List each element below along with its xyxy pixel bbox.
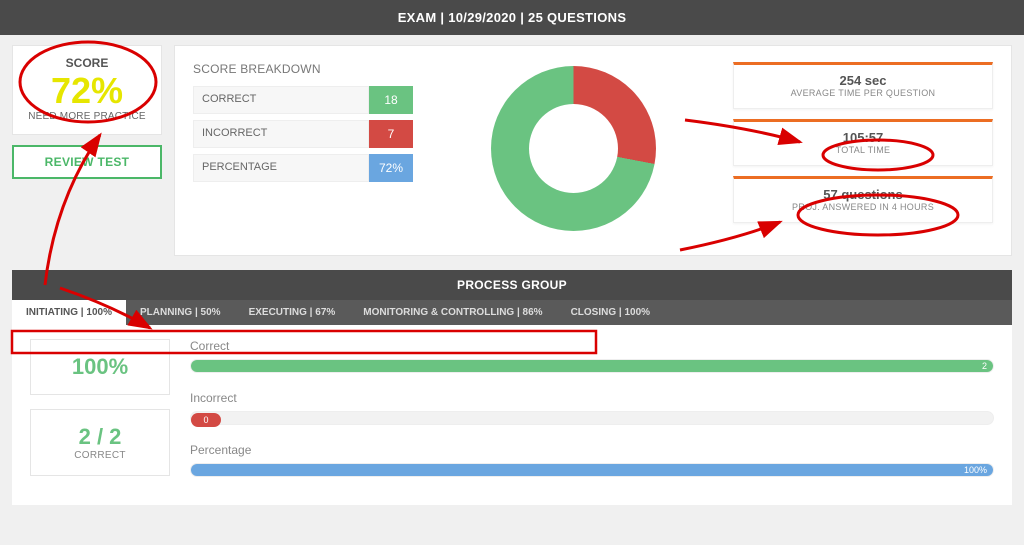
breakdown-row-correct: CORRECT 18	[193, 86, 413, 114]
exam-header-title: EXAM | 10/29/2020 | 25 QUESTIONS	[398, 10, 627, 25]
pg-ratio-value: 2 / 2	[35, 424, 165, 450]
breakdown-value: 7	[369, 120, 413, 148]
score-note: NEED MORE PRACTICE	[19, 111, 155, 122]
pg-bar-correct: Correct 2	[190, 339, 994, 373]
tab-executing[interactable]: EXECUTING | 67%	[235, 300, 350, 325]
pg-ratio-label: CORRECT	[35, 450, 165, 461]
score-label: SCORE	[19, 56, 155, 70]
donut-graphic	[491, 66, 656, 231]
tab-monitoring[interactable]: MONITORING & CONTROLLING | 86%	[349, 300, 556, 325]
pg-score-box: 100%	[30, 339, 170, 395]
pg-score-value: 100%	[35, 354, 165, 380]
breakdown-row-percentage: PERCENTAGE 72%	[193, 154, 413, 182]
tab-planning[interactable]: PLANNING | 50%	[126, 300, 235, 325]
breakdown-value: 18	[369, 86, 413, 114]
process-group-body: 100% 2 / 2 CORRECT Correct 2 Incorrect	[12, 325, 1012, 505]
pg-bar-percentage-fill: 100%	[191, 464, 993, 476]
review-test-button[interactable]: REVIEW TEST	[12, 145, 162, 179]
breakdown-value: 72%	[369, 154, 413, 182]
breakdown-label: PERCENTAGE	[193, 154, 369, 182]
breakdown-row-incorrect: INCORRECT 7	[193, 120, 413, 148]
breakdown-label: CORRECT	[193, 86, 369, 114]
pg-bar-incorrect: Incorrect 0	[190, 391, 994, 425]
stat-total-time: 105:57 TOTAL TIME	[733, 119, 993, 166]
breakdown-label: INCORRECT	[193, 120, 369, 148]
process-group-tabs: INITIATING | 100% PLANNING | 50% EXECUTI…	[12, 300, 1012, 325]
summary-section: SCORE 72% NEED MORE PRACTICE REVIEW TEST…	[0, 35, 1024, 266]
pg-ratio-box: 2 / 2 CORRECT	[30, 409, 170, 476]
pg-bar-incorrect-chip: 0	[191, 413, 221, 427]
breakdown-title: SCORE BREAKDOWN	[193, 62, 413, 76]
score-card: SCORE 72% NEED MORE PRACTICE	[12, 45, 162, 135]
breakdown-panel: SCORE BREAKDOWN CORRECT 18 INCORRECT 7 P…	[174, 45, 1012, 256]
tab-initiating[interactable]: INITIATING | 100%	[12, 300, 126, 325]
stats-column: 254 sec AVERAGE TIME PER QUESTION 105:57…	[733, 62, 993, 223]
pg-bar-correct-fill: 2	[191, 360, 993, 372]
donut-chart	[429, 62, 717, 231]
pg-bar-percentage: Percentage 100%	[190, 443, 994, 477]
process-group-header: PROCESS GROUP	[12, 270, 1012, 300]
tab-closing[interactable]: CLOSING | 100%	[557, 300, 665, 325]
stat-proj-answered: 57 questions PROJ. ANSWERED IN 4 HOURS	[733, 176, 993, 223]
exam-header: EXAM | 10/29/2020 | 25 QUESTIONS	[0, 0, 1024, 35]
process-group-section: PROCESS GROUP INITIATING | 100% PLANNING…	[0, 266, 1024, 525]
stat-avg-time: 254 sec AVERAGE TIME PER QUESTION	[733, 62, 993, 109]
score-value: 72%	[19, 70, 155, 111]
